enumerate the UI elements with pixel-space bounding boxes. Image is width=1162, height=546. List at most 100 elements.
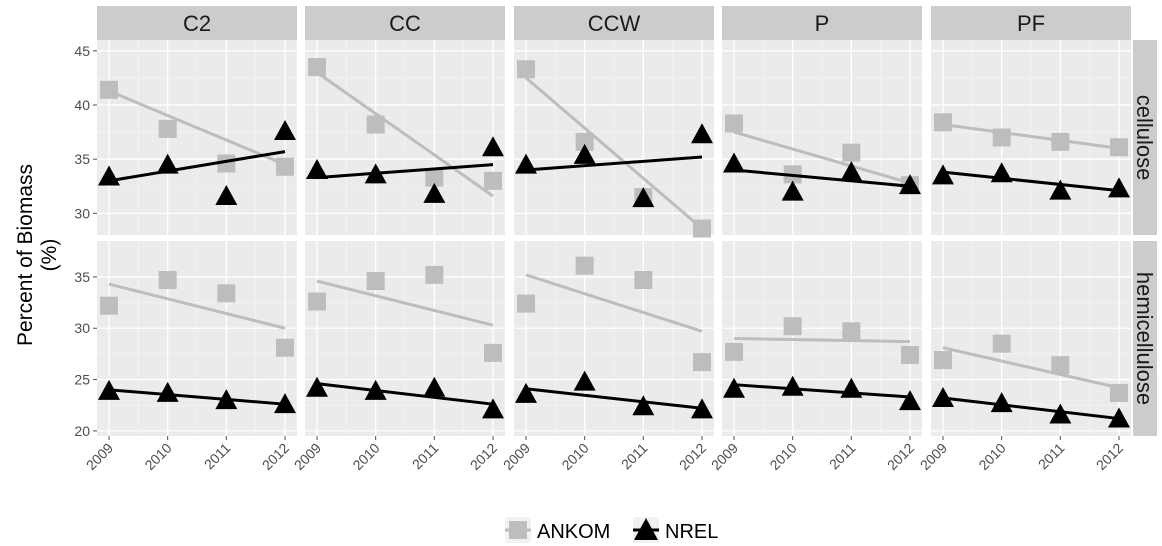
nrel-point: [632, 187, 655, 208]
nrel-point: [274, 120, 296, 140]
nrel-point: [723, 152, 745, 173]
nrel-trend-line: [108, 150, 286, 183]
nrel-point: [364, 379, 387, 400]
x-tick-label: 2011: [201, 440, 234, 473]
nrel-trend-line: [525, 387, 703, 410]
nrel-point: [990, 392, 1013, 413]
nrel-point: [781, 180, 804, 201]
nrel-trend-line: [316, 163, 494, 180]
nrel-trend-line: [733, 168, 911, 188]
ankom-point: [276, 338, 294, 357]
nrel-trend-line: [942, 396, 1120, 421]
ankom-trend-line: [108, 282, 286, 330]
ankom-point: [842, 143, 861, 162]
x-tick-label: 2010: [975, 440, 1008, 473]
y-tick-label: 30: [74, 320, 90, 336]
ankom-point: [100, 80, 118, 99]
nrel-trend-line: [733, 383, 911, 399]
ankom-point: [901, 345, 919, 364]
ankom-point: [1051, 132, 1070, 151]
nrel-point: [990, 162, 1013, 183]
row-strip-label: hemicellulose: [1132, 272, 1157, 405]
nrel-point: [1108, 407, 1130, 428]
column-strip-label: CCW: [588, 11, 641, 36]
nrel-point: [98, 379, 120, 400]
x-tick-label: 2011: [618, 440, 651, 473]
x-tick-label: 2011: [409, 440, 442, 473]
nrel-point: [573, 370, 596, 391]
nrel-point: [1108, 177, 1130, 198]
ankom-point: [484, 343, 502, 362]
nrel-point: [306, 376, 328, 397]
column-strip-label: C2: [183, 11, 211, 36]
ankom-trend-line: [316, 71, 494, 198]
ankom-point: [517, 294, 535, 313]
x-tick-label: 2012: [1093, 440, 1126, 473]
nrel-point: [156, 381, 179, 402]
ankom-point: [484, 171, 502, 190]
ankom-point: [992, 128, 1011, 147]
column-strip: [514, 6, 714, 40]
y-tick-label: 40: [74, 97, 90, 113]
x-tick-label: 2012: [259, 440, 292, 473]
y-tick-label: 45: [74, 43, 90, 59]
ankom-point: [842, 322, 861, 341]
ankom-point: [934, 351, 952, 370]
ankom-point: [366, 272, 385, 291]
ankom-point: [693, 353, 711, 372]
ankom-trend-line: [525, 76, 703, 230]
column-strip-label: P: [815, 11, 830, 36]
x-tick-label: 2012: [676, 440, 709, 473]
nrel-point: [423, 182, 446, 203]
column-strip-label: PF: [1017, 11, 1045, 36]
nrel-point: [781, 375, 804, 396]
x-tick-label: 2010: [558, 440, 591, 473]
nrel-trend-line: [316, 382, 494, 406]
nrel-point: [691, 123, 713, 144]
x-tick-label: 2012: [884, 440, 917, 473]
nrel-point: [515, 153, 537, 174]
nrel-point: [899, 390, 921, 411]
x-tick-label: 2010: [349, 440, 382, 473]
ankom-point: [366, 115, 385, 134]
x-tick-label: 2010: [141, 440, 174, 473]
ankom-point: [425, 168, 444, 187]
y-tick-label: 35: [74, 151, 90, 167]
ankom-point: [308, 292, 326, 311]
legend-label-ankom: ANKOM: [537, 521, 610, 543]
ankom-point: [693, 219, 711, 238]
nrel-trend-line: [942, 170, 1120, 193]
ankom-point: [158, 271, 177, 289]
ankom-point: [634, 271, 653, 289]
column-strip: [722, 6, 922, 40]
nrel-point: [1049, 179, 1072, 200]
ankom-trend-line: [942, 346, 1120, 390]
column-strip: [931, 6, 1131, 40]
ankom-point: [725, 114, 743, 133]
ankom-point: [308, 58, 326, 77]
nrel-point: [899, 174, 921, 195]
nrel-point: [482, 136, 504, 157]
x-tick-label: 2009: [83, 440, 116, 473]
ankom-point: [725, 342, 743, 361]
ankom-trend-line: [108, 89, 286, 166]
nrel-point: [156, 153, 179, 174]
ankom-point: [158, 119, 177, 138]
legend-label-nrel: NREL: [665, 521, 718, 543]
row-strip: [1133, 241, 1157, 436]
nrel-point: [274, 393, 296, 414]
x-tick-label: 2010: [766, 440, 799, 473]
ankom-point: [100, 296, 118, 315]
nrel-point: [840, 161, 863, 182]
nrel-point: [932, 164, 954, 185]
ankom-point: [217, 284, 236, 303]
nrel-point: [515, 382, 537, 403]
nrel-point: [98, 165, 120, 186]
nrel-point: [573, 143, 596, 164]
nrel-point: [306, 159, 328, 179]
nrel-point: [932, 387, 954, 408]
ankom-point: [575, 256, 594, 275]
ankom-point: [1051, 356, 1070, 375]
legend: ANKOM NREL: [505, 517, 718, 543]
nrel-point: [691, 398, 713, 419]
